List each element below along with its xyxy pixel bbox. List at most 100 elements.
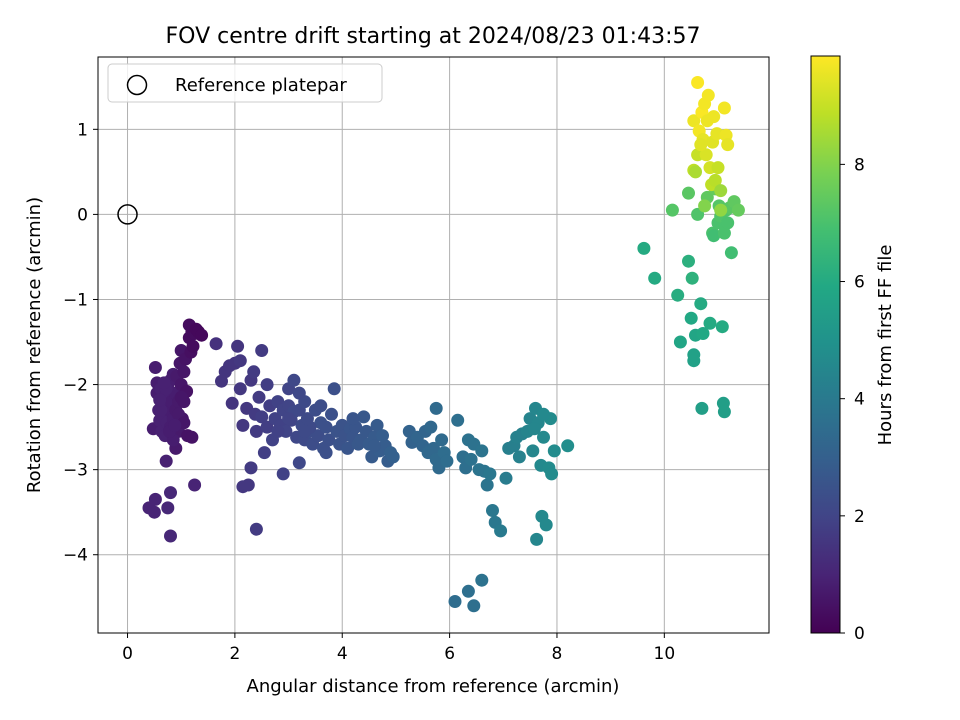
scatter-point [695, 401, 709, 415]
scatter-point [236, 418, 250, 432]
scatter-point [717, 405, 731, 419]
scatter-point [322, 433, 336, 447]
scatter-point [319, 446, 333, 460]
scatter-point [249, 424, 263, 438]
scatter-point [714, 184, 728, 198]
scatter-point [325, 407, 338, 421]
scatter-point [671, 288, 685, 302]
scatter-point [241, 478, 255, 492]
x-tick-label: 0 [122, 644, 133, 664]
scatter-point [499, 471, 513, 485]
scatter-point [648, 271, 662, 285]
y-tick-label: 1 [77, 120, 88, 140]
scatter-point [440, 454, 454, 468]
scatter-point [252, 390, 266, 404]
scatter-point [424, 420, 438, 434]
scatter-point [292, 456, 306, 470]
scatter-point [168, 418, 182, 432]
scatter-point [561, 439, 575, 453]
scatter-point [260, 378, 274, 392]
y-tick-label: −4 [63, 546, 88, 566]
scatter-point [370, 418, 384, 432]
scatter-point [717, 226, 731, 240]
scatter-point [694, 138, 708, 152]
scatter-point [161, 501, 175, 515]
scatter-point [148, 492, 162, 506]
x-tick-label: 2 [229, 644, 240, 664]
scatter-point [685, 271, 699, 285]
scatter-point [694, 297, 708, 311]
scatter-point [260, 420, 274, 434]
legend-label-reference: Reference platepar [175, 75, 347, 96]
scatter-point [188, 478, 202, 492]
reference-platepar-marker [117, 204, 138, 225]
scatter-point [314, 399, 328, 413]
y-tick-label: −1 [63, 290, 88, 310]
scatter-point [673, 335, 687, 349]
scatter-point [475, 573, 489, 587]
scatter-point [311, 429, 325, 443]
scatter-point [707, 110, 721, 124]
y-tick-label: 0 [77, 205, 88, 225]
scatter-point [721, 138, 735, 152]
scatter-point [701, 88, 715, 102]
scatter-point [707, 229, 721, 243]
scatter-point [157, 376, 171, 390]
x-tick-label: 4 [337, 644, 348, 664]
scatter-point [464, 452, 478, 466]
scatter-point [703, 316, 717, 330]
x-axis-label: Angular distance from reference (arcmin) [247, 676, 620, 697]
scatter-point [271, 424, 285, 438]
scatter-point [298, 424, 312, 438]
scatter-point [537, 430, 550, 444]
scatter-point [292, 386, 306, 400]
x-axis-ticks: 0 2 4 6 8 10 [122, 633, 675, 664]
x-tick-label: 10 [654, 644, 676, 664]
x-tick-label: 6 [444, 644, 455, 664]
scatter-point [164, 486, 177, 500]
scatter-point [494, 524, 508, 538]
scatter-point [376, 429, 389, 443]
colorbar-tick-label: 6 [854, 273, 865, 293]
scatter-point [282, 412, 296, 426]
scatter-point [475, 444, 489, 458]
scatter-point [244, 461, 258, 475]
scatter-point [153, 393, 167, 407]
scatter-point [721, 216, 735, 230]
scatter-point [195, 328, 209, 342]
colorbar: 0 2 4 6 8 Hours from first FF file [810, 55, 896, 644]
scatter-point [209, 337, 223, 351]
scatter-point [233, 354, 247, 368]
scatter-point [225, 396, 239, 410]
scatter-point [327, 382, 341, 396]
scatter-point [357, 410, 371, 424]
scatter-point [386, 450, 400, 464]
scatter-point [233, 382, 247, 396]
scatter-point [287, 373, 301, 387]
scatter-point [319, 420, 333, 434]
scatter-point [708, 173, 722, 187]
scatter-point [480, 478, 494, 492]
y-axis-label: Rotation from reference (arcmin) [24, 197, 45, 493]
scatter-point [486, 504, 499, 517]
scatter-point [682, 186, 695, 200]
plot-frame [97, 56, 770, 634]
colorbar-tick-label: 2 [854, 507, 865, 527]
colorbar-tick-label: 4 [854, 390, 865, 410]
scatter-point [483, 467, 497, 481]
scatter-point [451, 413, 465, 427]
y-tick-label: −3 [63, 461, 88, 481]
scatter-point [698, 199, 712, 213]
scatter-point [276, 467, 290, 481]
scatter-point [427, 441, 440, 455]
scatter-point [526, 444, 540, 458]
scatter-point [547, 444, 561, 458]
scatter-point [435, 433, 449, 447]
chart-title: FOV centre drift starting at 2024/08/23 … [166, 24, 701, 49]
scatter-point [696, 327, 710, 340]
scatter-point [147, 505, 161, 519]
scatter-point [684, 311, 698, 325]
scatter-point [714, 203, 728, 217]
